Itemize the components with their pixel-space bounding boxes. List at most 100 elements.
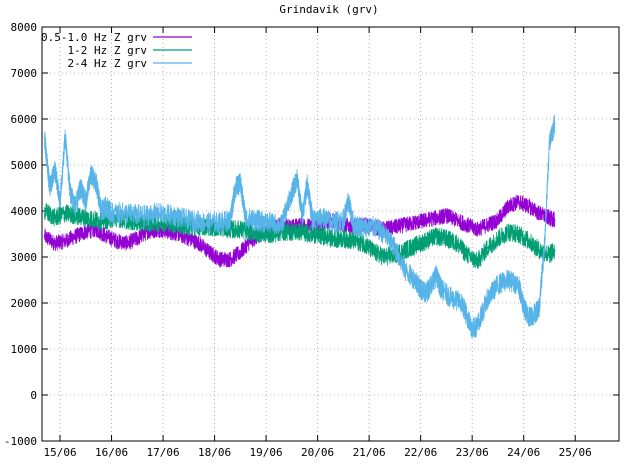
data-point bbox=[497, 237, 499, 240]
data-point bbox=[497, 219, 499, 222]
grid bbox=[42, 27, 619, 441]
data-point bbox=[543, 246, 546, 249]
data-point bbox=[177, 233, 180, 235]
data-point bbox=[450, 297, 453, 300]
data-point bbox=[74, 205, 77, 208]
data-point bbox=[321, 235, 324, 238]
data-point bbox=[332, 221, 334, 224]
data-point bbox=[95, 182, 97, 185]
data-point bbox=[95, 219, 97, 222]
data-point bbox=[141, 214, 144, 217]
data-point bbox=[244, 217, 247, 219]
data-point bbox=[517, 200, 520, 203]
y-tick-label: 0 bbox=[30, 389, 37, 402]
data-point bbox=[234, 187, 237, 189]
data-point bbox=[445, 214, 448, 217]
data-point bbox=[347, 200, 350, 203]
data-point bbox=[466, 253, 468, 256]
data-point bbox=[424, 292, 427, 295]
data-point bbox=[553, 122, 556, 125]
data-point bbox=[538, 212, 540, 215]
data-point bbox=[548, 217, 551, 219]
data-point bbox=[527, 315, 530, 318]
data-point bbox=[254, 219, 257, 222]
data-point bbox=[352, 223, 355, 226]
data-point bbox=[265, 221, 267, 224]
data-point bbox=[548, 141, 551, 143]
data-point bbox=[105, 219, 108, 222]
data-point bbox=[203, 221, 206, 224]
data-point bbox=[84, 200, 87, 203]
data-point bbox=[126, 212, 128, 215]
y-tick-label: 4000 bbox=[11, 205, 38, 218]
data-point bbox=[352, 240, 355, 242]
x-tick-label: 22/06 bbox=[404, 446, 437, 459]
x-tick-label: 24/06 bbox=[507, 446, 540, 459]
data-point bbox=[301, 214, 304, 217]
data-point bbox=[476, 260, 479, 263]
data-point bbox=[486, 223, 489, 226]
data-point bbox=[445, 237, 448, 240]
data-point bbox=[198, 242, 201, 245]
y-axis: -1000 0 1000 2000 3000 4000 5000 6000 7000 8000 bbox=[4, 21, 619, 448]
data-point bbox=[332, 237, 334, 240]
data-point bbox=[527, 240, 530, 242]
data-point bbox=[383, 256, 386, 258]
data-point bbox=[90, 173, 92, 176]
data-point bbox=[363, 226, 365, 229]
data-point bbox=[229, 219, 231, 222]
data-point bbox=[553, 249, 556, 252]
data-point bbox=[218, 221, 221, 224]
data-point bbox=[43, 210, 46, 212]
data-point bbox=[172, 214, 175, 217]
data-point bbox=[64, 136, 67, 139]
data-point bbox=[507, 279, 510, 281]
x-tick-label: 16/06 bbox=[95, 446, 128, 459]
data-point bbox=[59, 200, 61, 203]
data-point bbox=[157, 221, 159, 224]
data-point bbox=[404, 269, 407, 272]
data-point bbox=[229, 258, 231, 261]
x-tick-label: 17/06 bbox=[147, 446, 180, 459]
data-point bbox=[435, 235, 437, 238]
series-3 bbox=[43, 114, 556, 339]
data-point bbox=[74, 235, 77, 238]
data-point bbox=[110, 212, 113, 215]
data-point bbox=[471, 327, 474, 330]
data-point bbox=[466, 223, 468, 226]
data-point bbox=[538, 249, 540, 252]
data-point bbox=[440, 288, 443, 291]
data-point bbox=[54, 168, 56, 171]
data-point bbox=[342, 237, 345, 240]
data-point bbox=[486, 297, 489, 300]
y-tick-label: 6000 bbox=[11, 113, 38, 126]
data-point bbox=[249, 230, 252, 233]
data-point bbox=[84, 217, 87, 219]
data-point bbox=[146, 230, 149, 233]
data-point bbox=[115, 240, 118, 242]
data-point bbox=[105, 235, 108, 238]
x-tick-label: 19/06 bbox=[250, 446, 283, 459]
data-point bbox=[476, 228, 479, 231]
data-point bbox=[517, 283, 520, 286]
data-point bbox=[404, 249, 407, 252]
series-group bbox=[43, 114, 556, 339]
data-point bbox=[187, 237, 190, 240]
data-point bbox=[321, 217, 324, 219]
x-tick-label: 20/06 bbox=[301, 446, 334, 459]
data-point bbox=[301, 230, 304, 233]
x-tick-label: 23/06 bbox=[456, 446, 489, 459]
data-point bbox=[461, 302, 463, 304]
data-point bbox=[548, 253, 551, 256]
data-point bbox=[79, 187, 82, 189]
data-point bbox=[414, 221, 417, 224]
plot-frame bbox=[41, 26, 620, 442]
chart-title: Grindavik (grv) bbox=[279, 3, 378, 16]
y-tick-label: 8000 bbox=[11, 21, 38, 34]
legend-label: 0.5-1.0 Hz Z grv bbox=[41, 31, 147, 44]
data-point bbox=[455, 219, 458, 222]
data-point bbox=[363, 242, 365, 245]
data-point bbox=[291, 191, 293, 194]
x-axis: 15/06 16/06 17/06 18/06 19/06 20/06 21/06 22/06… bbox=[43, 27, 592, 459]
